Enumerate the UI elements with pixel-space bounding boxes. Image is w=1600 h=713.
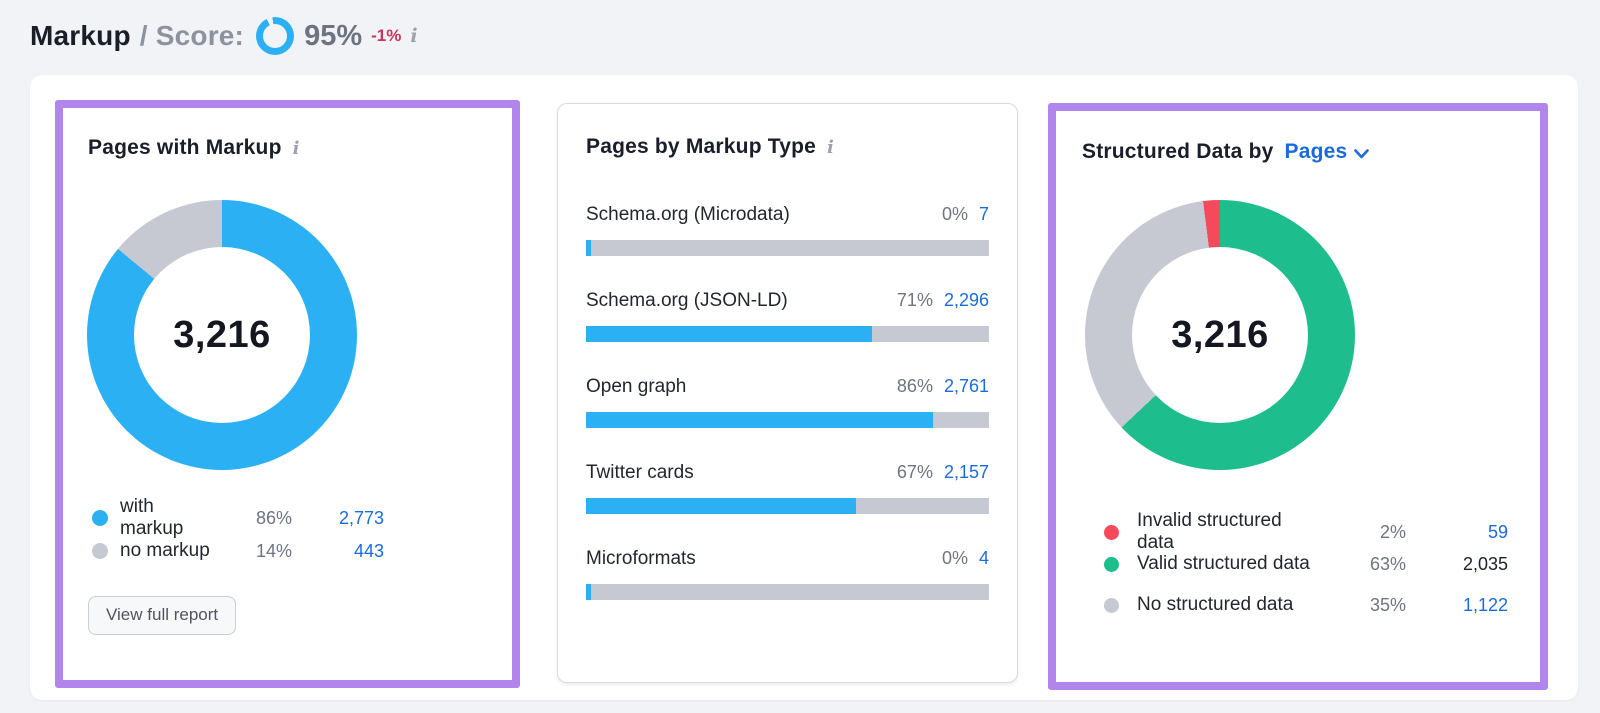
markup-type-percent: 71%: [896, 290, 933, 310]
markup-type-label: Twitter cards: [586, 462, 694, 483]
bar-fill: [586, 326, 873, 342]
page-subtitle-score: / Score:: [139, 20, 245, 51]
donut-hole: 3,216: [1132, 247, 1308, 423]
panel-pages-by-markup-type: Pages by Markup Type i Schema.org (Micro…: [557, 103, 1018, 683]
legend-percent: 63%: [1369, 553, 1406, 574]
pages-with-markup-donut-chart: 3,216: [87, 200, 357, 470]
total-pages-count: 3,216: [1171, 313, 1269, 356]
legend-value-link[interactable]: 59: [1487, 521, 1508, 542]
markup-type-percent: 0%: [941, 204, 968, 224]
structured-data-donut-chart: 3,216: [1085, 200, 1355, 470]
bar-fill: [586, 584, 591, 600]
markup-type-row: Schema.org (Microdata) 0% 7: [586, 204, 989, 256]
info-icon[interactable]: i: [827, 137, 835, 158]
markup-type-value-link[interactable]: 4: [978, 548, 989, 568]
score-delta: -1%: [371, 26, 402, 45]
markup-type-label: Open graph: [586, 376, 687, 397]
no-data-dot-icon: [1104, 597, 1119, 613]
markup-type-label: Schema.org (JSON-LD): [586, 290, 788, 311]
legend-percent: 2%: [1379, 521, 1406, 542]
view-full-report-button[interactable]: View full report: [88, 596, 237, 635]
bar-track: [586, 240, 989, 256]
bar-track: [586, 412, 989, 428]
dropdown-selected-value[interactable]: Pages: [1284, 140, 1348, 163]
legend-value-link[interactable]: 1,122: [1462, 594, 1508, 615]
pages-dropdown-selector[interactable]: Pages: [1284, 140, 1370, 164]
total-pages-count: 3,216: [173, 313, 271, 356]
markup-report-card: Pages with Markup i 3,216 with markup 86…: [30, 75, 1578, 700]
panel-title-pages-by-markup-type: Pages by Markup Type i: [586, 135, 834, 159]
page-header: Markup / Score: 95% -1% i: [30, 13, 418, 59]
markup-type-row: Microformats 0% 4: [586, 548, 989, 600]
legend-percent: 86%: [255, 507, 292, 528]
markup-type-row: Open graph 86% 2,761: [586, 376, 989, 428]
chevron-down-icon: [1354, 149, 1370, 159]
page-title: Markup: [30, 20, 131, 51]
score-percent: 95%: [304, 19, 363, 52]
markup-type-value-link[interactable]: 2,761: [943, 376, 989, 396]
markup-type-row: Schema.org (JSON-LD) 71% 2,296: [586, 290, 989, 342]
panel-title-text: Structured Data by: [1082, 140, 1274, 163]
legend-label: Invalid structured data: [1137, 510, 1282, 553]
legend-percent: 14%: [255, 540, 292, 561]
bar-track: [586, 498, 989, 514]
markup-type-value-link[interactable]: 2,296: [943, 290, 989, 310]
markup-type-percent: 67%: [896, 462, 933, 482]
bar-track: [586, 584, 989, 600]
legend-label: No structured data: [1137, 594, 1294, 615]
invalid-data-dot-icon: [1104, 524, 1119, 540]
bar-fill: [586, 240, 591, 256]
legend-label: Valid structured data: [1137, 553, 1310, 574]
markup-type-row: Twitter cards 67% 2,157: [586, 462, 989, 514]
no-markup-dot-icon: [92, 543, 108, 559]
legend-item-valid-structured-data: Valid structured data 63% 2,035: [1104, 551, 1508, 577]
info-icon[interactable]: i: [410, 24, 418, 47]
legend-item-no-markup: no markup 14% 443: [92, 538, 384, 564]
bar-track: [586, 326, 989, 342]
panel-title-structured-data: Structured Data by Pages: [1082, 140, 1370, 164]
info-icon[interactable]: i: [292, 138, 300, 159]
markup-type-label: Microformats: [586, 548, 696, 569]
legend-label: no markup: [120, 540, 210, 561]
legend-value: 2,035: [1462, 553, 1508, 574]
markup-type-percent: 86%: [896, 376, 933, 396]
bar-fill: [586, 498, 856, 514]
score-ring-hole: [263, 24, 288, 48]
bar-fill: [586, 412, 933, 428]
legend-item-with-markup: with markup 86% 2,773: [92, 496, 384, 539]
panel-title-text: Pages with Markup: [88, 136, 282, 159]
legend-item-invalid-structured-data: Invalid structured data 2% 59: [1104, 510, 1508, 553]
panel-title-pages-with-markup: Pages with Markup i: [88, 136, 300, 160]
panel-pages-with-markup: Pages with Markup i 3,216 with markup 86…: [55, 100, 520, 688]
panel-structured-data: Structured Data by Pages 3,216 Invalid s…: [1048, 103, 1548, 690]
markup-type-label: Schema.org (Microdata): [586, 204, 790, 225]
with-markup-dot-icon: [92, 510, 108, 526]
donut-hole: 3,216: [134, 247, 310, 423]
legend-item-no-structured-data: No structured data 35% 1,122: [1104, 592, 1508, 618]
pages-with-markup-legend: with markup 86% 2,773 no markup 14% 443: [92, 496, 384, 564]
legend-value-link[interactable]: 2,773: [338, 507, 384, 528]
valid-data-dot-icon: [1104, 556, 1119, 572]
markup-type-list: Schema.org (Microdata) 0% 7 Schema.org (…: [586, 204, 989, 634]
panel-title-text: Pages by Markup Type: [586, 135, 817, 158]
legend-label: with markup: [120, 496, 184, 539]
legend-value-link[interactable]: 443: [353, 540, 384, 561]
markup-type-percent: 0%: [941, 548, 968, 568]
score-ring-icon: [256, 17, 295, 55]
legend-percent: 35%: [1369, 594, 1406, 615]
structured-data-legend: Invalid structured data 2% 59 Valid stru…: [1104, 510, 1508, 618]
markup-type-value-link[interactable]: 7: [978, 204, 989, 224]
markup-type-value-link[interactable]: 2,157: [943, 462, 989, 482]
